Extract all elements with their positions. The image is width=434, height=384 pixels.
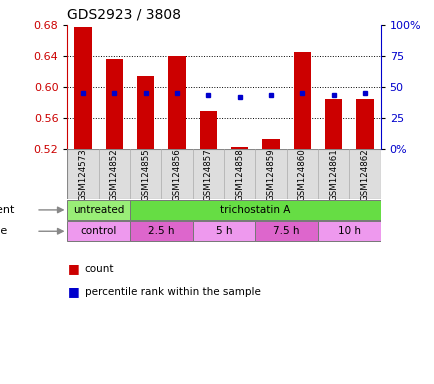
Bar (105, 59, 123, 149)
Bar (130, 221, 192, 242)
Text: control: control (80, 226, 117, 236)
Text: GSM124859: GSM124859 (266, 148, 275, 201)
Text: GSM124852: GSM124852 (110, 148, 118, 201)
Text: GSM124858: GSM124858 (235, 148, 243, 201)
Bar (262, 139, 279, 149)
Bar (67, 200, 130, 220)
Text: GSM124573: GSM124573 (79, 148, 87, 201)
Bar (130, 200, 380, 220)
Bar (199, 111, 217, 149)
Bar (230, 147, 248, 149)
Text: 10 h: 10 h (337, 226, 360, 236)
Text: time: time (0, 226, 8, 236)
Text: GSM124857: GSM124857 (204, 148, 212, 201)
Bar (293, 52, 310, 149)
Bar (324, 99, 342, 149)
Bar (355, 99, 373, 149)
Text: trichostatin A: trichostatin A (220, 205, 290, 215)
Bar (255, 221, 317, 242)
Text: GSM124862: GSM124862 (360, 148, 368, 201)
Text: GSM124861: GSM124861 (329, 148, 337, 201)
Text: GSM124860: GSM124860 (297, 148, 306, 201)
Text: GSM124856: GSM124856 (172, 148, 181, 201)
Bar (74, 26, 92, 149)
Bar (192, 221, 255, 242)
Bar (137, 76, 154, 149)
Text: untreated: untreated (73, 205, 124, 215)
Text: count: count (85, 264, 114, 274)
Bar (168, 56, 185, 149)
Text: ■: ■ (67, 285, 79, 298)
Text: 7.5 h: 7.5 h (273, 226, 299, 236)
Text: percentile rank within the sample: percentile rank within the sample (85, 287, 260, 297)
FancyBboxPatch shape (67, 149, 380, 199)
Text: 5 h: 5 h (215, 226, 232, 236)
Text: ■: ■ (67, 262, 79, 275)
Text: GDS2923 / 3808: GDS2923 / 3808 (67, 7, 181, 21)
Text: 2.5 h: 2.5 h (148, 226, 174, 236)
Bar (67, 221, 130, 242)
Text: agent: agent (0, 205, 15, 215)
Bar (317, 221, 380, 242)
Text: GSM124855: GSM124855 (141, 148, 150, 201)
